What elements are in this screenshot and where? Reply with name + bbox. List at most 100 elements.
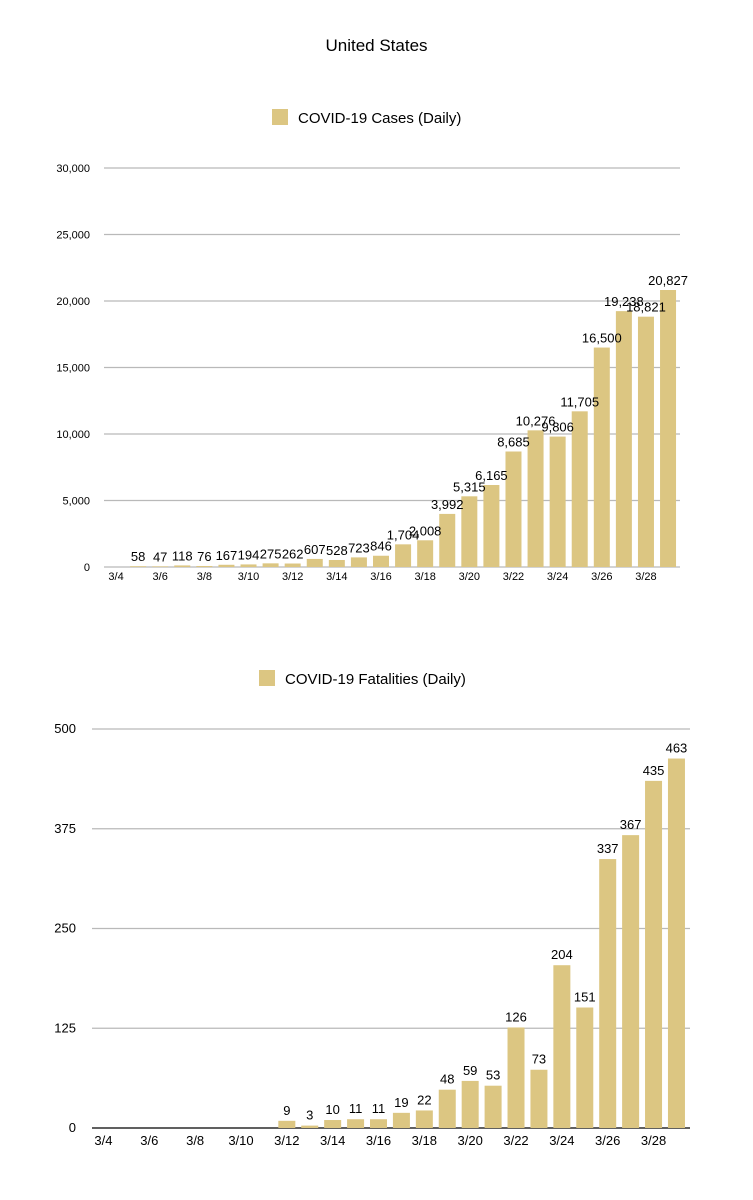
cases-bar <box>615 311 632 567</box>
cases-bar <box>328 559 345 567</box>
cases-bar-value-label: 19,238 <box>604 294 644 309</box>
cases-bar <box>152 566 169 567</box>
fatalities-bar-value-label: 337 <box>597 841 619 856</box>
cases-y-tick-label: 30,000 <box>56 163 90 175</box>
fatalities-bar-value-label: 204 <box>551 947 573 962</box>
fatalities-x-tick-label: 3/22 <box>503 1133 528 1148</box>
cases-bar-value-label: 58 <box>131 549 145 564</box>
cases-bar-value-label: 47 <box>153 549 167 564</box>
cases-bar <box>417 540 434 567</box>
cases-x-tick-label: 3/12 <box>282 571 303 583</box>
cases-bar-value-label: 5,315 <box>453 479 486 494</box>
cases-chart: COVID-19 Cases (Daily) 0 5,000 10,000 15,00… <box>56 109 688 583</box>
fatalities-y-tick-label: 0 <box>69 1120 76 1135</box>
fatalities-legend-swatch <box>259 670 275 686</box>
fatalities-x-tick-label: 3/14 <box>320 1133 345 1148</box>
cases-bar <box>461 496 478 567</box>
cases-bar-value-label: 8,685 <box>497 434 530 449</box>
cases-y-tick-label: 20,000 <box>56 296 90 308</box>
fatalities-bar <box>530 1069 548 1128</box>
fatalities-bar <box>553 965 571 1128</box>
cases-legend-swatch <box>272 109 288 125</box>
cases-y-tick-label: 5,000 <box>62 496 90 508</box>
cases-x-tick-label: 3/18 <box>414 571 435 583</box>
fatalities-bar-value-label: 463 <box>666 741 688 756</box>
cases-legend: COVID-19 Cases (Daily) <box>272 109 461 127</box>
cases-bar <box>439 513 456 567</box>
cases-bar <box>549 436 566 567</box>
cases-bar-value-label: 10,276 <box>516 413 556 428</box>
fatalities-bar <box>622 835 640 1128</box>
cases-bar <box>350 557 367 567</box>
fatalities-bar <box>461 1080 479 1128</box>
fatalities-bar-value-label: 126 <box>505 1009 527 1024</box>
fatalities-bar-value-label: 9 <box>283 1103 290 1118</box>
cases-bar <box>527 430 544 567</box>
cases-bar <box>174 565 191 567</box>
cases-bar-value-label: 20,827 <box>648 273 688 288</box>
fatalities-y-tick-label: 500 <box>54 721 76 736</box>
fatalities-bar-value-label: 435 <box>643 763 665 778</box>
cases-x-tick-label: 3/6 <box>153 571 168 583</box>
fatalities-bar-value-label: 48 <box>440 1072 454 1087</box>
cases-x-tick-label: 3/28 <box>635 571 656 583</box>
cases-bar-value-label: 2,008 <box>409 523 442 538</box>
fatalities-bar <box>324 1120 342 1128</box>
cases-y-tick-label: 15,000 <box>56 363 90 375</box>
cases-bar-value-label: 262 <box>282 547 304 562</box>
cases-x-tick-label: 3/20 <box>459 571 480 583</box>
fatalities-x-tick-label: 3/12 <box>274 1133 299 1148</box>
fatalities-legend: COVID-19 Fatalities (Daily) <box>259 670 466 688</box>
fatalities-bar-value-label: 10 <box>325 1102 339 1117</box>
cases-bar-value-label: 118 <box>172 548 193 563</box>
cases-x-tick-label: 3/22 <box>503 571 524 583</box>
fatalities-x-tick-label: 3/16 <box>366 1133 391 1148</box>
cases-bar <box>637 316 654 567</box>
cases-bar <box>395 544 412 567</box>
cases-bar-value-label: 528 <box>326 543 348 558</box>
fatalities-bar <box>484 1085 502 1128</box>
cases-bar <box>571 411 588 567</box>
fatalities-bar <box>667 758 685 1128</box>
cases-x-tick-label: 3/16 <box>370 571 391 583</box>
cases-bar <box>306 558 323 567</box>
fatalities-bar-value-label: 367 <box>620 817 642 832</box>
cases-x-tick-label: 3/26 <box>591 571 612 583</box>
fatalities-x-tick-label: 3/26 <box>595 1133 620 1148</box>
cases-bar <box>196 565 213 567</box>
cases-bar <box>505 451 522 567</box>
cases-x-tick-label: 3/24 <box>547 571 568 583</box>
fatalities-x-tick-label: 3/28 <box>641 1133 666 1148</box>
cases-x-tick-label: 3/14 <box>326 571 347 583</box>
cases-bar <box>218 564 235 567</box>
cases-bar <box>660 290 677 567</box>
fatalities-bar <box>370 1119 387 1128</box>
fatalities-bar-value-label: 151 <box>574 990 596 1005</box>
fatalities-bar <box>438 1089 456 1128</box>
cases-bar-value-label: 3,992 <box>431 497 464 512</box>
cases-bar-value-label: 275 <box>260 546 282 561</box>
fatalities-chart: COVID-19 Fatalities (Daily) 0 125 250 375 50… <box>54 670 690 1148</box>
cases-bar-value-label: 607 <box>304 542 326 557</box>
cases-bar-value-label: 76 <box>197 549 211 564</box>
fatalities-bar-value-label: 59 <box>463 1063 477 1078</box>
fatalities-x-tick-label: 3/20 <box>458 1133 483 1148</box>
cases-bar-value-label: 1,704 <box>387 527 420 542</box>
cases-y-tick-label: 0 <box>84 562 90 574</box>
fatalities-bar-value-label: 73 <box>532 1052 546 1067</box>
fatalities-bar <box>415 1110 433 1128</box>
fatalities-bar-value-label: 11 <box>372 1101 386 1116</box>
fatalities-y-tick-label: 375 <box>54 821 76 836</box>
fatalities-x-tick-label: 3/8 <box>186 1133 204 1148</box>
fatalities-bar <box>347 1119 365 1128</box>
fatalities-bar-value-label: 19 <box>394 1095 408 1110</box>
cases-bar <box>593 347 610 567</box>
cases-bar <box>262 563 279 567</box>
cases-bar-value-label: 194 <box>238 547 260 562</box>
cases-bar <box>130 566 147 567</box>
cases-bar-value-label: 18,821 <box>626 300 666 315</box>
fatalities-bar-value-label: 53 <box>486 1068 500 1083</box>
fatalities-bar <box>645 780 663 1128</box>
cases-bar-value-label: 846 <box>370 539 392 554</box>
cases-y-tick-label: 10,000 <box>56 429 90 441</box>
